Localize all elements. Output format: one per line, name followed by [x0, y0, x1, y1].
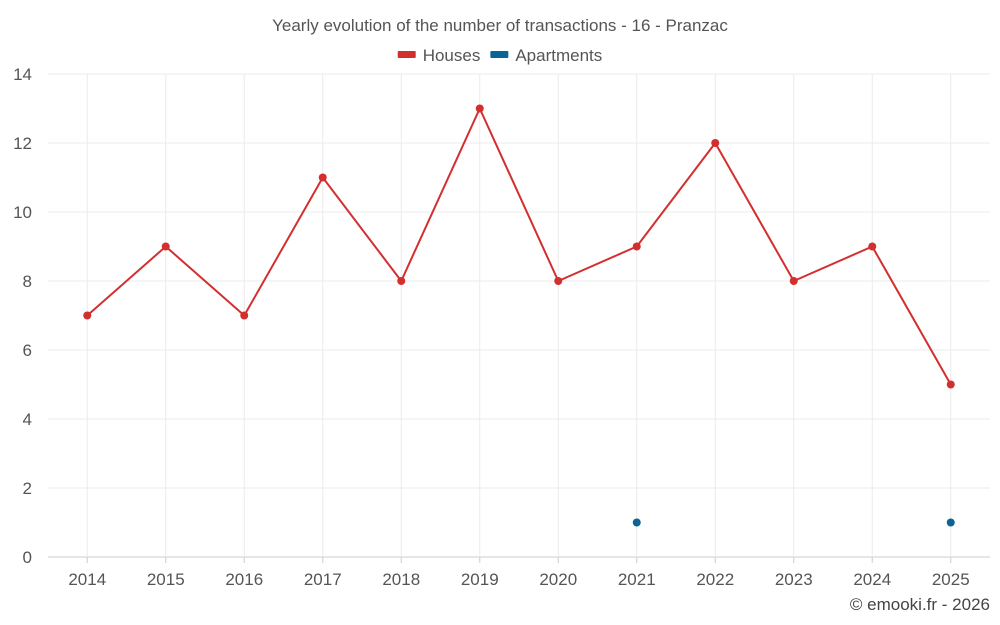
x-tick-label: 2016: [225, 570, 263, 589]
x-tick-label: 2015: [147, 570, 185, 589]
x-tick-label: 2024: [853, 570, 891, 589]
houses-line: [86, 107, 952, 385]
y-tick-label: 14: [13, 65, 32, 84]
legend-swatch: [397, 51, 416, 58]
legend-swatch: [490, 51, 509, 58]
chart-title: Yearly evolution of the number of transa…: [272, 16, 728, 35]
houses-point-2020[interactable]: [554, 277, 563, 285]
houses-point-2018[interactable]: [397, 277, 406, 285]
houses-point-2024[interactable]: [868, 242, 877, 251]
y-tick-label: 0: [23, 548, 32, 567]
x-tick-label: 2014: [68, 570, 106, 589]
apartments-point-2025[interactable]: [946, 518, 955, 527]
apartments-point-2021[interactable]: [632, 518, 641, 527]
chart-legend: Houses Apartments: [397, 46, 602, 65]
houses-point-2015[interactable]: [161, 242, 170, 251]
legend-item-houses[interactable]: Houses: [397, 46, 481, 65]
x-tick-label: 2022: [696, 570, 734, 589]
legend-item-apartments[interactable]: Apartments: [490, 46, 602, 65]
legend-label: Apartments: [515, 46, 602, 65]
x-tick-label: 2021: [618, 570, 656, 589]
y-tick-label: 12: [13, 134, 32, 153]
houses-point-2014[interactable]: [83, 311, 92, 320]
houses-point-2016[interactable]: [240, 311, 249, 320]
series-apartments: [632, 518, 955, 527]
houses-point-2019[interactable]: [475, 104, 484, 113]
y-tick-label: 2: [23, 479, 32, 498]
legend-label: Houses: [423, 46, 481, 65]
grid-lines: [48, 73, 990, 558]
x-tick-label: 2025: [932, 570, 970, 589]
y-tick-label: 10: [13, 203, 32, 222]
x-tick-label: 2023: [775, 570, 813, 589]
series-layer: [83, 104, 955, 527]
houses-point-2022[interactable]: [711, 139, 720, 147]
credit-text: © emooki.fr - 2026: [850, 595, 990, 614]
x-tick-label: 2018: [382, 570, 420, 589]
y-tick-label: 6: [23, 341, 32, 360]
y-tick-label: 8: [23, 272, 32, 291]
houses-point-2023[interactable]: [789, 277, 798, 285]
x-tick-label: 2020: [539, 570, 577, 589]
houses-point-2017[interactable]: [318, 173, 327, 182]
axes: 0 2 4 6 8 10 12 14 2014 2015 2016 2017 2018 2019 2020 2…: [13, 65, 970, 589]
houses-point-2025[interactable]: [946, 380, 955, 389]
houses-point-2021[interactable]: [632, 242, 641, 251]
y-tick-label: 4: [23, 410, 32, 429]
x-tick-label: 2017: [304, 570, 342, 589]
series-houses: [83, 104, 955, 389]
x-tick-label: 2019: [461, 570, 499, 589]
